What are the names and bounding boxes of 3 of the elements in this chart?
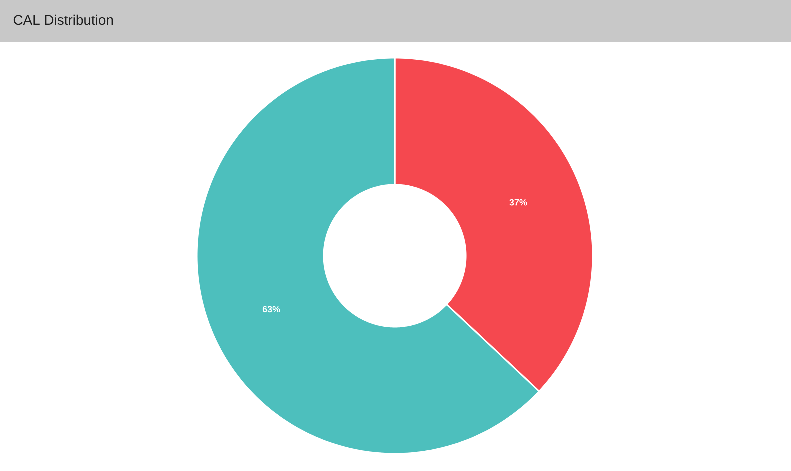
data-label: 63% xyxy=(262,306,280,313)
data-label: 37% xyxy=(510,199,528,206)
text: CAL Distribution xyxy=(14,14,114,26)
